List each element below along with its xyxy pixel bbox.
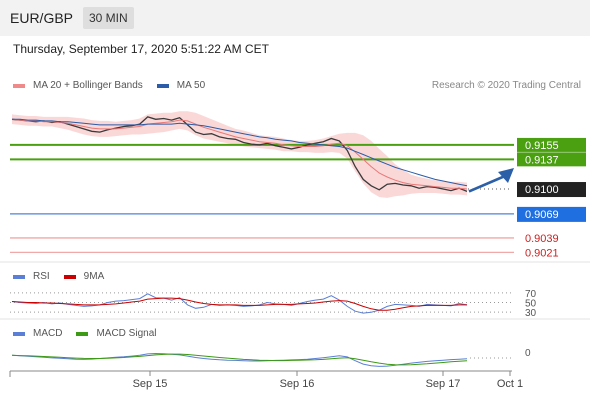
timeframe-button[interactable]: 30 MIN	[83, 7, 134, 29]
macd-legend: MACD MACD Signal	[13, 328, 156, 339]
x-tick-2-label: Sep 17	[426, 378, 461, 390]
price-series-2-line	[12, 118, 468, 187]
level-0-9069-tag	[517, 206, 586, 222]
ma20-bollinger-swatch	[13, 83, 25, 88]
rsi-swatch	[13, 274, 25, 279]
macd-signal-legend-label: MACD Signal	[96, 328, 157, 339]
price-legend: MA 20 + Bollinger Bands MA 50	[13, 80, 205, 91]
chart-timestamp: Thursday, September 17, 2020 5:51:22 AM …	[13, 42, 269, 56]
macd-zero-label: 0	[525, 348, 531, 359]
level-0-9069-label: 0.9069	[525, 209, 559, 221]
level-0-9039-label: 0.9039	[525, 233, 559, 245]
ma20-bollinger-legend-label: MA 20 + Bollinger Bands	[33, 80, 143, 91]
rsi-9ma-legend-label: 9MA	[83, 271, 105, 282]
forecast-arrow-head	[498, 168, 514, 183]
price-series-1-line	[11, 118, 468, 190]
rsi-9ma-swatch	[63, 274, 76, 279]
level-0-9137-label: 0.9137	[525, 154, 559, 166]
rsi-series-0-line	[11, 293, 468, 314]
forecast-arrow-shaft	[468, 174, 506, 193]
rsi-legend: RSI 9MA	[13, 271, 104, 282]
macd-signal-swatch	[76, 331, 89, 336]
bollinger-band-area	[12, 111, 467, 198]
rsi-level-50-label: 50	[525, 299, 537, 310]
header-bar: EUR/GBP 30 MIN	[0, 0, 590, 36]
x-tick-0-label: Sep 15	[133, 378, 168, 390]
macd-series-0-line	[11, 352, 468, 367]
ma50-legend-label: MA 50	[176, 80, 206, 91]
level-0-9155-label: 0.9155	[525, 140, 559, 152]
level-0-9021-label: 0.9021	[525, 247, 559, 259]
level-0-9155-tag	[517, 137, 586, 152]
level-0-9100-tag	[517, 182, 586, 198]
rsi-series-1-line	[11, 297, 467, 311]
level-0-9137-tag	[517, 152, 586, 167]
x-tick-3-label: Oct 1	[497, 378, 523, 390]
x-tick-1-label: Sep 16	[280, 378, 315, 390]
level-0-9100-label: 0.9100	[525, 184, 559, 196]
research-credit: Research © 2020 Trading Central	[431, 80, 581, 91]
price-series-0-line	[11, 116, 468, 193]
rsi-level-70-label: 70	[525, 289, 537, 300]
rsi-level-30-label: 30	[525, 308, 537, 319]
macd-legend-label: MACD	[33, 328, 63, 339]
ma50-swatch	[156, 83, 169, 88]
macd-swatch	[13, 331, 25, 336]
currency-pair-title: EUR/GBP	[10, 10, 74, 26]
macd-series-1-line	[11, 353, 468, 366]
rsi-legend-label: RSI	[33, 271, 50, 282]
